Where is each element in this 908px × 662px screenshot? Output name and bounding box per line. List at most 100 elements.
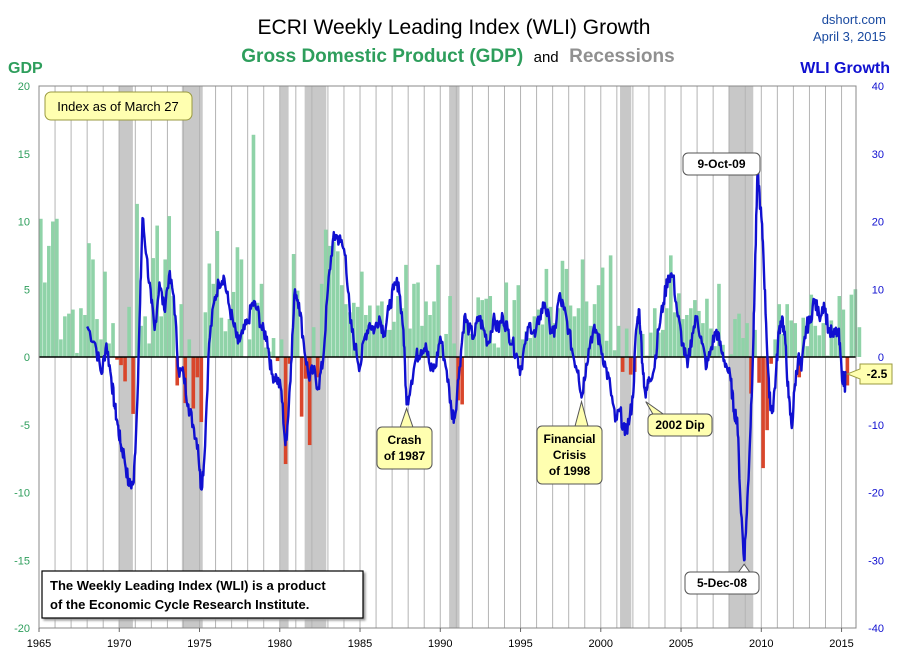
annotation-text: of 1987 — [384, 449, 426, 463]
left-axis-ticks: 20 15 10 5 0 -5 -10 -15 -20 — [14, 81, 30, 635]
x-tick-label: 1970 — [107, 638, 131, 650]
annotation-box — [376, 426, 433, 470]
gdp-bar — [428, 314, 432, 357]
right-tick-label: 10 — [872, 284, 884, 296]
gdp-bar — [251, 134, 256, 357]
gdp-bar — [773, 339, 777, 357]
gdp-bar — [664, 308, 669, 357]
gdp-bar — [813, 325, 818, 357]
gdp-bar — [492, 343, 497, 357]
gdp-bar — [339, 285, 344, 357]
annotation-text: Crisis — [553, 448, 587, 462]
gdp-bar — [608, 255, 613, 357]
gdp-bar — [307, 357, 312, 446]
gdp-bar — [239, 259, 244, 357]
left-tick-label: 5 — [24, 284, 30, 296]
left-tick-label: 20 — [18, 81, 30, 93]
gdp-bar — [660, 329, 665, 357]
right-tick-label: -20 — [868, 488, 884, 500]
gdp-bar — [127, 306, 131, 357]
x-axis-ticks: 1965 1970 1975 1980 1985 1990 1995 2000 2005 2010… — [27, 628, 854, 650]
gdp-bar — [211, 283, 216, 357]
gdp-bar — [765, 357, 769, 431]
gdp-bar — [833, 332, 838, 357]
annotation-box — [682, 152, 761, 176]
chart-title: ECRI Weekly Leading Index (WLI) Growth — [258, 16, 651, 39]
gdp-bar — [685, 314, 689, 357]
gdp-bar — [43, 282, 47, 357]
annotation-text: 5-Dec-08 — [697, 576, 747, 590]
x-tick-label: 2015 — [829, 638, 853, 650]
gdp-bar — [335, 251, 340, 357]
gdp-bar — [247, 339, 252, 357]
gdp-bar — [468, 333, 472, 357]
gdp-bar — [681, 319, 685, 357]
gdp-bar — [135, 203, 139, 357]
annotation-dip: 2002 Dip — [645, 401, 713, 437]
gdp-bar — [628, 357, 633, 375]
gdp-bar — [737, 313, 741, 357]
annotation-crash: Crash of 1987 — [376, 406, 433, 470]
gdp-bar — [793, 323, 798, 357]
gdp-bar — [311, 327, 316, 357]
left-tick-label: -15 — [14, 555, 30, 567]
annotation-text: Financial — [543, 432, 595, 446]
gdp-bar — [87, 243, 91, 357]
left-tick-label: 15 — [18, 149, 30, 161]
gdp-bar — [500, 323, 505, 357]
gdp-bar — [733, 319, 737, 357]
gdp-bar — [741, 338, 745, 357]
current-value-text: -2.5 — [867, 367, 888, 381]
gdp-bar — [392, 321, 396, 357]
gdp-bar — [319, 283, 324, 357]
gdp-bar — [781, 333, 785, 357]
annotation-fin: Financial Crisis of 1998 — [536, 399, 603, 485]
left-tick-label: -10 — [14, 488, 30, 500]
gdp-bar — [556, 308, 561, 357]
gdp-bar — [476, 297, 481, 357]
gdp-bar — [849, 294, 854, 357]
right-tick-label: 20 — [872, 217, 884, 229]
gdp-bar — [191, 357, 196, 409]
gdp-bar — [789, 320, 793, 357]
x-tick-label: 2010 — [749, 638, 773, 650]
gdp-bar — [797, 357, 802, 378]
gdp-bar — [155, 225, 159, 357]
right-tick-label: 0 — [878, 352, 884, 364]
gdp-bar — [809, 294, 814, 357]
gdp-bar — [785, 304, 789, 357]
gdp-bar — [677, 293, 681, 357]
gdp-bar — [147, 343, 151, 357]
gdp-bar — [207, 263, 212, 357]
gdp-bar — [179, 304, 184, 357]
gdp-bar — [255, 302, 260, 357]
gdp-bar — [713, 346, 717, 357]
subtitle-recessions: Recessions — [569, 46, 675, 67]
left-axis-title: GDP — [8, 60, 43, 77]
annotation-text: 9-Oct-09 — [697, 157, 745, 171]
gdp-bar — [372, 331, 376, 357]
left-tick-label: 10 — [18, 217, 30, 229]
subtitle-and: and — [534, 49, 559, 66]
gdp-bar — [701, 323, 705, 357]
right-tick-label: -10 — [868, 420, 884, 432]
gdp-bar — [829, 320, 834, 357]
right-axis-title: WLI Growth — [800, 60, 890, 77]
gdp-bar — [721, 344, 725, 357]
right-axis-ticks: 40 30 20 10 0 -10 -20 -30 -40 — [868, 81, 884, 635]
gdp-bar — [600, 267, 605, 357]
gdp-bar — [472, 333, 476, 357]
gdp-bar — [705, 298, 709, 357]
gdp-bar — [432, 301, 436, 357]
gdp-bar — [769, 357, 773, 364]
plot-frame — [38, 85, 857, 629]
annotation-text: 2002 Dip — [655, 418, 704, 432]
gdp-bar — [560, 260, 565, 357]
right-tick-label: -40 — [868, 623, 884, 635]
gdp-bar — [520, 339, 525, 357]
gdp-bar — [63, 316, 67, 357]
annotation-pointer — [398, 406, 415, 430]
gdp-bar — [187, 339, 192, 357]
gdp-bar — [656, 332, 661, 357]
